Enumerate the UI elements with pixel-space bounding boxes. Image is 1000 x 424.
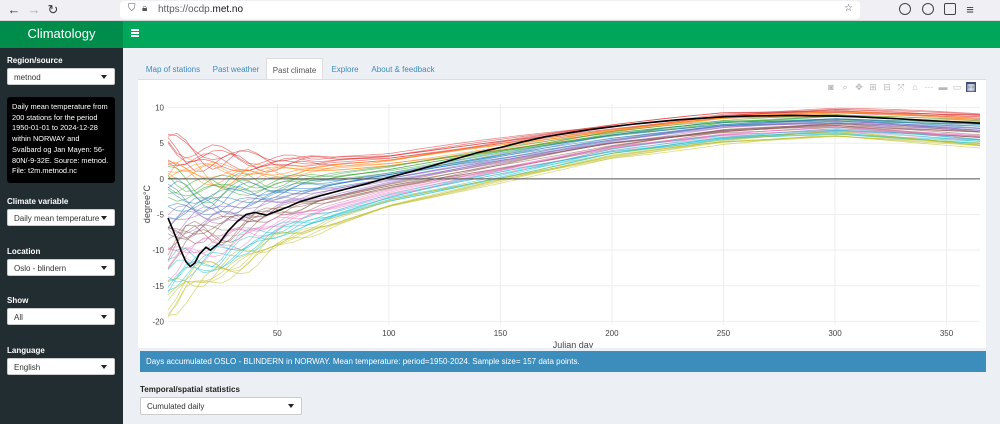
zoom-in-icon[interactable]: ⊞ xyxy=(869,82,877,92)
climate-variable-label: Climate variable xyxy=(7,197,69,206)
y-tick-label: 5 xyxy=(160,139,165,148)
back-icon[interactable]: ← xyxy=(7,2,21,17)
hover-closest-icon[interactable]: ▬ xyxy=(938,82,948,92)
highlight-series-group xyxy=(167,114,981,268)
chevron-down-icon xyxy=(101,75,107,79)
background-series-group xyxy=(167,107,981,318)
climate-variable-value: Daily mean temperature xyxy=(14,214,100,223)
tab-about-feedback[interactable]: About & feedback xyxy=(371,65,435,74)
climate-variable-select[interactable]: Daily mean temperature xyxy=(7,209,115,226)
show-select[interactable]: All xyxy=(7,308,115,325)
region-value: metnod xyxy=(14,73,41,82)
top-navbar xyxy=(123,21,1000,48)
background-series-line xyxy=(167,111,981,181)
tab-past-weather[interactable]: Past weather xyxy=(212,65,260,74)
tab-explore[interactable]: Explore xyxy=(331,65,359,74)
chevron-down-icon xyxy=(288,404,294,408)
location-value: Oslo - blindern xyxy=(14,264,67,273)
language-value: English xyxy=(14,363,41,372)
y-axis-label: degree°C xyxy=(142,184,152,223)
tab-map-of-stations[interactable]: Map of stations xyxy=(145,65,201,74)
background-series-line xyxy=(167,121,981,215)
hover-compare-icon[interactable]: ▭ xyxy=(952,82,962,92)
stats-label: Temporal/spatial statistics xyxy=(140,385,240,394)
plotly-logo-icon[interactable]: ▦ xyxy=(966,82,976,92)
pocket-icon[interactable] xyxy=(899,3,911,15)
background-series-line xyxy=(167,109,981,171)
location-label: Location xyxy=(7,247,41,256)
y-tick-label: -10 xyxy=(152,246,164,255)
background-series-line xyxy=(167,132,981,267)
summary-banner: Days accumulated OSLO - BLINDERN in NORW… xyxy=(140,351,986,372)
plot-modebar: ◙ ⌕ ✥ ⊞ ⊟ ⤧ ⌂ ⋯ ▬ ▭ ▦ xyxy=(826,82,988,94)
autoscale-icon[interactable]: ⤧ xyxy=(897,82,905,92)
pan-icon[interactable]: ✥ xyxy=(855,82,863,92)
background-series-line xyxy=(167,132,981,293)
background-series-line xyxy=(167,135,981,318)
reload-icon[interactable]: ↻ xyxy=(47,2,59,17)
x-tick-label: 150 xyxy=(494,329,508,338)
spike-lines-icon[interactable]: ⋯ xyxy=(924,82,934,92)
zoom-out-icon[interactable]: ⊟ xyxy=(883,82,891,92)
chevron-down-icon xyxy=(101,216,107,220)
background-series-line xyxy=(167,118,981,220)
chevron-down-icon xyxy=(101,266,107,270)
background-series-line xyxy=(167,130,981,265)
dataset-info-box: Daily mean temperature from 200 stations… xyxy=(7,97,115,183)
chevron-down-icon xyxy=(101,365,107,369)
zoom-icon[interactable]: ⌕ xyxy=(842,82,848,92)
show-label: Show xyxy=(7,296,29,305)
tab-divider xyxy=(138,79,986,80)
background-series-line xyxy=(167,129,981,292)
extensions-icon[interactable] xyxy=(944,3,956,15)
x-tick-label: 100 xyxy=(382,329,396,338)
shield-icon[interactable]: ⛉ xyxy=(128,3,136,14)
forward-icon[interactable]: → xyxy=(27,2,41,17)
oslo-blindern-series-line xyxy=(167,114,981,268)
x-axis-label: Julian day xyxy=(553,340,594,348)
tick-labels-group: 50 100 150 200 250 300 350 -20 -15 -10 -5 0 5 10 xyxy=(152,104,953,338)
y-tick-label: -5 xyxy=(157,211,165,220)
language-select[interactable]: English xyxy=(7,358,115,375)
url-text[interactable]: https://ocdp.met.no xyxy=(158,4,244,15)
background-series-line xyxy=(167,119,981,204)
show-value: All xyxy=(14,313,23,322)
y-tick-label: -20 xyxy=(152,317,164,326)
stats-select[interactable]: Cumulated daily xyxy=(140,397,302,415)
sidebar-toggle-icon[interactable] xyxy=(131,29,139,37)
camera-icon[interactable]: ◙ xyxy=(828,82,834,92)
y-tick-label: 0 xyxy=(160,175,165,184)
browser-toolbar: ← → ↻ ⛉ 🔒︎ https://ocdp.met.no ☆ ≡ xyxy=(0,0,1000,21)
chevron-down-icon xyxy=(101,315,107,319)
lock-icon[interactable]: 🔒︎ xyxy=(142,3,148,14)
bookmark-star-icon[interactable]: ☆ xyxy=(844,3,853,14)
location-select[interactable]: Oslo - blindern xyxy=(7,259,115,276)
menu-icon[interactable]: ≡ xyxy=(966,2,974,17)
x-tick-label: 200 xyxy=(605,329,619,338)
background-series-line xyxy=(167,123,981,251)
background-series-line xyxy=(167,133,981,288)
y-tick-label: -15 xyxy=(152,282,164,291)
x-tick-label: 250 xyxy=(717,329,731,338)
background-series-line xyxy=(167,112,981,173)
tab-past-climate[interactable]: Past climate xyxy=(266,58,323,80)
app-title[interactable]: Climatology xyxy=(0,21,123,48)
y-tick-label: 10 xyxy=(155,104,164,113)
plot-panel: 50 100 150 200 250 300 350 -20 -15 -10 -5 0 5 10 Juli… xyxy=(138,80,986,350)
background-series-line xyxy=(167,133,981,316)
x-tick-label: 300 xyxy=(828,329,842,338)
region-label: Region/source xyxy=(7,56,63,65)
climate-chart[interactable]: 50 100 150 200 250 300 350 -20 -15 -10 -5 0 5 10 Juli… xyxy=(138,80,986,350)
stats-value: Cumulated daily xyxy=(147,402,205,411)
account-icon[interactable] xyxy=(922,3,934,15)
x-tick-label: 50 xyxy=(273,329,282,338)
region-select[interactable]: metnod xyxy=(7,68,115,85)
address-bar[interactable]: ⛉ 🔒︎ https://ocdp.met.no ☆ xyxy=(120,1,860,19)
reset-axes-icon[interactable]: ⌂ xyxy=(912,82,918,92)
x-tick-label: 350 xyxy=(940,329,954,338)
language-label: Language xyxy=(7,346,45,355)
